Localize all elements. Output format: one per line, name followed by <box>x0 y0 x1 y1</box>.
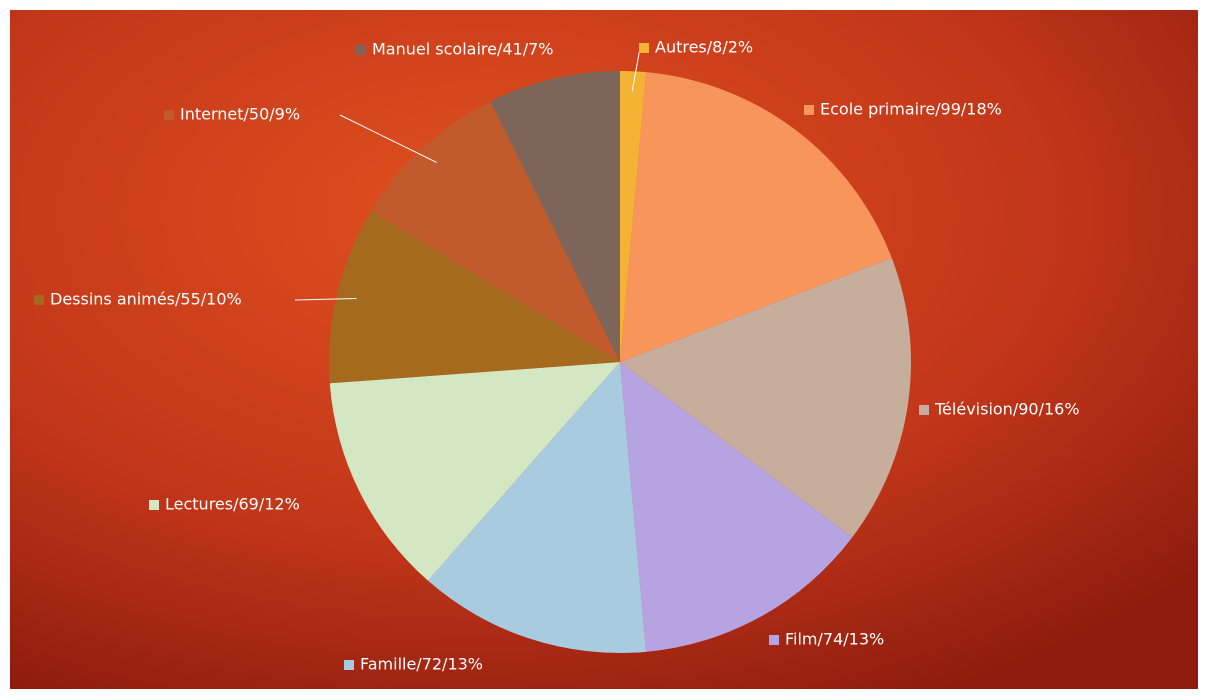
data-label: Dessins animés/55/10% <box>50 290 242 309</box>
data-label: Internet/50/9% <box>180 105 300 124</box>
slice <box>620 71 647 362</box>
slice <box>427 362 647 653</box>
legend-swatch <box>356 45 366 55</box>
data-label: Autres/8/2% <box>655 38 753 57</box>
labels: Autres/8/2% Ecole primaire/99/18% Télévisi… <box>34 38 1080 674</box>
leader-line <box>339 114 437 163</box>
legend-swatch <box>804 105 814 115</box>
legend-swatch <box>639 43 649 53</box>
slice <box>329 362 620 581</box>
leader-line <box>294 298 357 301</box>
data-label: Télévision/90/16% <box>934 400 1080 419</box>
legend-swatch <box>149 500 159 510</box>
legend-swatch <box>919 405 929 415</box>
slice <box>620 362 853 652</box>
legend-swatch <box>769 635 779 645</box>
legend-swatch <box>344 660 354 670</box>
data-label: Ecole primaire/99/18% <box>820 100 1002 119</box>
data-label: Manuel scolaire/41/7% <box>372 40 553 59</box>
data-label: Film/74/13% <box>785 630 884 649</box>
data-label: Famille/72/13% <box>360 655 483 674</box>
legend-swatch <box>34 295 44 305</box>
slice <box>371 101 620 362</box>
slice <box>328 210 620 384</box>
slice <box>620 72 892 363</box>
leader-line <box>631 47 641 92</box>
slice <box>490 71 620 362</box>
slice <box>620 257 911 538</box>
pie <box>328 71 911 653</box>
legend-swatch <box>164 110 174 120</box>
data-label: Lectures/69/12% <box>165 495 300 514</box>
